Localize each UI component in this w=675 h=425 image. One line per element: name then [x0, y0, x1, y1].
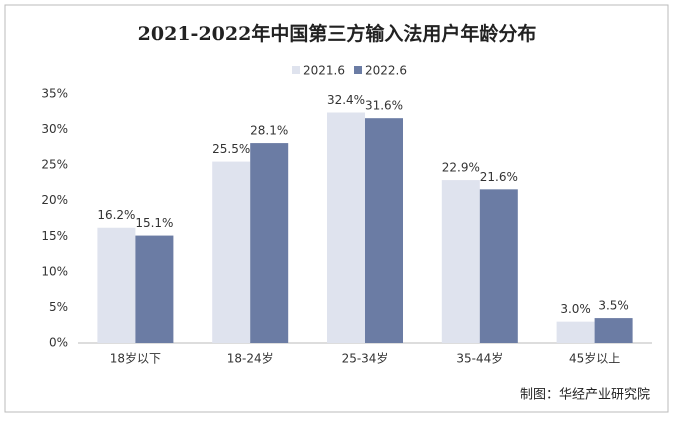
value-label: 22.9% [442, 161, 480, 175]
value-label: 16.2% [97, 208, 135, 222]
value-label: 3.0% [560, 302, 591, 316]
x-tick-label: 18-24岁 [227, 351, 274, 366]
bar [250, 143, 289, 343]
y-tick-label: 15% [41, 229, 68, 243]
x-tick-label: 45岁以上 [569, 351, 620, 366]
y-tick-label: 20% [41, 193, 68, 207]
value-label: 21.6% [480, 170, 518, 184]
legend-label: 2021.6 [303, 64, 345, 78]
y-tick-label: 0% [49, 336, 68, 350]
value-label: 32.4% [327, 93, 365, 107]
x-tick-label: 35-44岁 [456, 351, 503, 366]
bar [212, 161, 251, 343]
bar [441, 180, 480, 343]
y-tick-label: 5% [49, 300, 68, 314]
bar [479, 189, 518, 343]
value-label: 25.5% [212, 142, 250, 156]
source-note: 制图：华经产业研究院 [520, 388, 650, 403]
value-label: 3.5% [598, 299, 629, 313]
bar [135, 235, 174, 343]
y-tick-label: 25% [41, 158, 68, 172]
value-label: 28.1% [250, 124, 288, 138]
y-tick-label: 35% [41, 87, 68, 101]
bar [556, 321, 595, 343]
legend-swatch [354, 66, 362, 74]
y-tick-label: 30% [41, 122, 68, 136]
bar [365, 118, 403, 343]
value-label: 31.6% [365, 99, 403, 113]
bar [327, 112, 365, 343]
legend-swatch [292, 66, 300, 74]
x-tick-label: 18岁以下 [110, 351, 161, 366]
legend-label: 2022.6 [365, 64, 407, 78]
y-tick-label: 10% [41, 264, 68, 278]
value-label: 15.1% [135, 216, 173, 230]
x-tick-label: 25-34岁 [342, 351, 389, 366]
chart-title: 2021-2022年中国第三方输入法用户年龄分布 [138, 22, 537, 45]
bar [594, 318, 633, 343]
bar [97, 227, 136, 343]
